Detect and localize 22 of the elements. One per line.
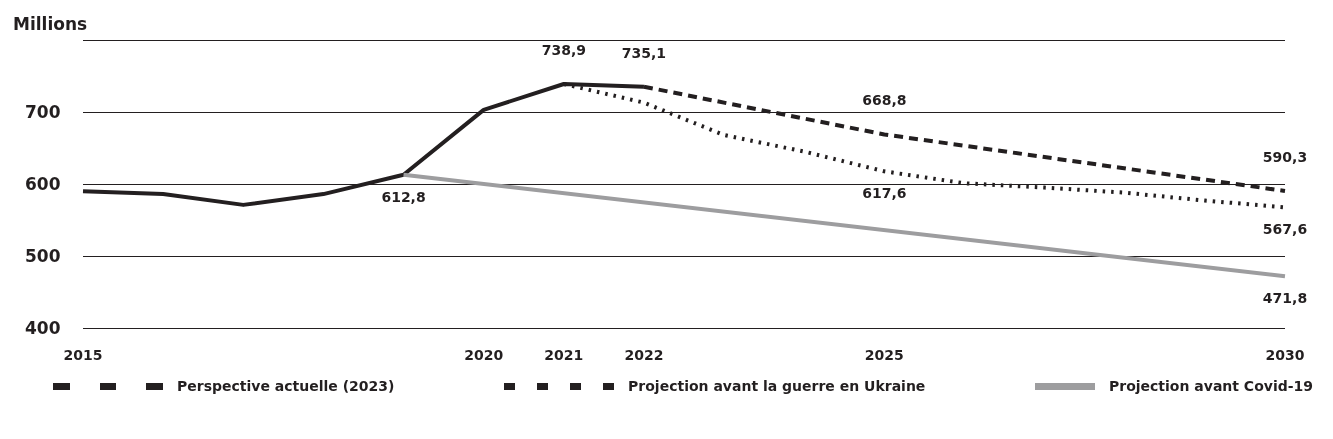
- x-tick-label: 2021: [544, 347, 584, 363]
- y-tick-label: 400: [25, 318, 61, 338]
- x-tick-label: 2020: [464, 347, 504, 363]
- y-tick-label: 600: [25, 174, 61, 194]
- data-label: 617,6: [862, 185, 907, 202]
- legend-label: Perspective actuelle (2023): [177, 378, 395, 394]
- y-axis-title: Millions: [13, 13, 88, 34]
- legend-label: Projection avant la guerre en Ukraine: [628, 378, 926, 394]
- data-label: 735,1: [621, 44, 667, 61]
- x-tick-label: 2022: [624, 347, 664, 363]
- data-label: 471,8: [1262, 290, 1308, 307]
- data-label: 738,9: [541, 41, 586, 58]
- y-tick-label: 500: [25, 246, 61, 266]
- data-label: 612,8: [381, 188, 426, 205]
- data-label: 567,6: [1262, 221, 1308, 238]
- x-tick-label: 2025: [864, 347, 904, 363]
- y-tick-label: 700: [25, 102, 61, 122]
- data-label: 668,8: [862, 92, 907, 109]
- x-tick-label: 2030: [1265, 347, 1305, 363]
- legend-label: Projection avant Covid-19: [1108, 378, 1313, 394]
- x-tick-label: 2015: [63, 347, 103, 363]
- data-label: 590,3: [1262, 148, 1308, 165]
